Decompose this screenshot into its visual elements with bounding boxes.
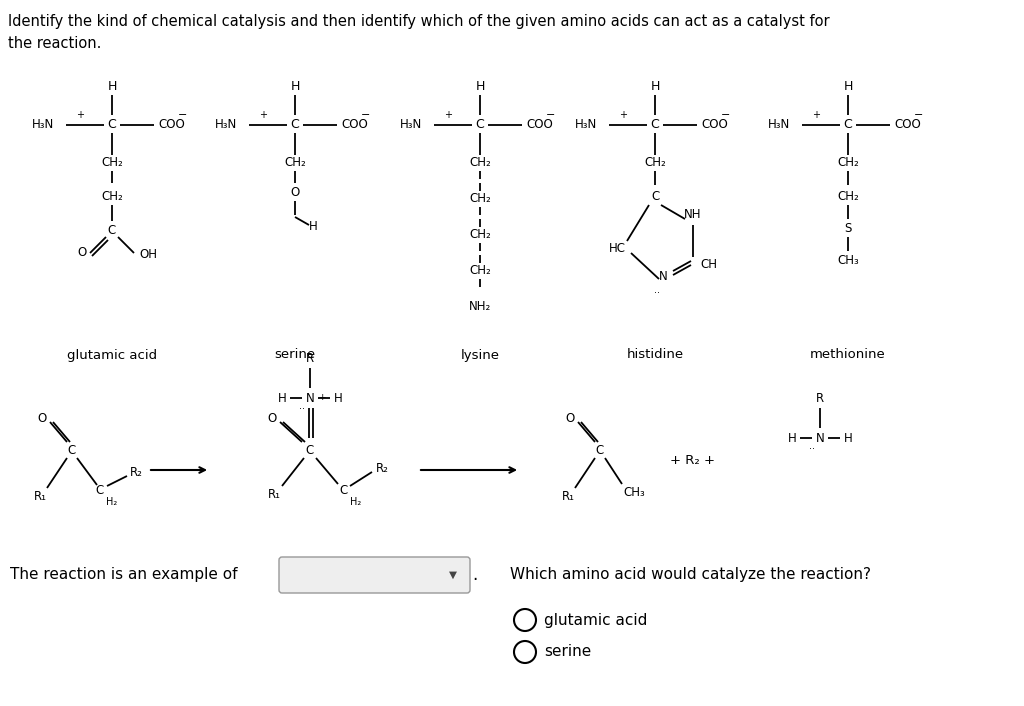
Text: ..: .. xyxy=(299,401,305,411)
Text: serine: serine xyxy=(544,645,591,659)
Text: H: H xyxy=(291,80,300,93)
Text: Which amino acid would catalyze the reaction?: Which amino acid would catalyze the reac… xyxy=(510,568,871,582)
Text: H₃N: H₃N xyxy=(768,119,790,131)
Text: CH₂: CH₂ xyxy=(838,191,859,203)
Text: +: + xyxy=(259,110,267,120)
Text: ..: .. xyxy=(654,285,660,295)
Text: H: H xyxy=(787,431,797,445)
Text: + R₂ +: + R₂ + xyxy=(670,453,715,467)
Text: N: N xyxy=(816,431,824,445)
Text: COO: COO xyxy=(894,119,921,131)
Text: H: H xyxy=(278,392,287,405)
Text: .: . xyxy=(472,566,477,584)
Text: COO: COO xyxy=(701,119,728,131)
Text: CH₂: CH₂ xyxy=(644,157,666,169)
Text: −: − xyxy=(721,110,731,120)
Text: COO: COO xyxy=(341,119,368,131)
Text: −: − xyxy=(547,110,556,120)
Text: +: + xyxy=(812,110,820,120)
Text: ..: .. xyxy=(809,441,815,451)
Text: R₁: R₁ xyxy=(267,488,281,501)
Text: H: H xyxy=(334,392,342,405)
FancyBboxPatch shape xyxy=(279,557,470,593)
Text: H: H xyxy=(844,80,853,93)
Text: CH₂: CH₂ xyxy=(469,193,490,205)
Text: CH₂: CH₂ xyxy=(101,157,123,169)
Text: C: C xyxy=(475,119,484,131)
Text: CH₂: CH₂ xyxy=(469,157,490,169)
Text: H₂: H₂ xyxy=(350,497,361,507)
Text: C: C xyxy=(108,225,116,237)
Text: C: C xyxy=(844,119,852,131)
Text: NH: NH xyxy=(684,208,701,222)
Text: C: C xyxy=(68,443,76,457)
Text: OH: OH xyxy=(139,249,157,261)
Text: HC: HC xyxy=(608,242,626,256)
Text: O: O xyxy=(291,186,300,200)
Text: R₁: R₁ xyxy=(561,489,574,503)
Text: −: − xyxy=(914,110,924,120)
Text: histidine: histidine xyxy=(627,349,684,361)
Text: R₂: R₂ xyxy=(130,465,142,479)
Text: H: H xyxy=(308,220,317,234)
Text: +: + xyxy=(318,393,326,402)
Text: NH₂: NH₂ xyxy=(469,301,492,313)
Text: COO: COO xyxy=(158,119,184,131)
Text: CH₂: CH₂ xyxy=(469,229,490,241)
Text: lysine: lysine xyxy=(461,349,500,361)
Text: CH: CH xyxy=(700,258,717,272)
Text: CH₂: CH₂ xyxy=(838,157,859,169)
Text: H: H xyxy=(108,80,117,93)
Text: +: + xyxy=(76,110,84,120)
Text: ▼: ▼ xyxy=(449,570,457,580)
Text: CH₃: CH₃ xyxy=(624,486,645,498)
Text: serine: serine xyxy=(274,349,315,361)
Text: −: − xyxy=(361,110,371,120)
Text: C: C xyxy=(340,484,348,496)
Text: CH₂: CH₂ xyxy=(101,191,123,203)
Text: R: R xyxy=(306,352,314,364)
Text: O: O xyxy=(267,412,276,424)
Text: C: C xyxy=(291,119,299,131)
Text: CH₃: CH₃ xyxy=(838,254,859,268)
Text: The reaction is an example of: The reaction is an example of xyxy=(10,568,238,582)
Text: H: H xyxy=(650,80,659,93)
Text: H: H xyxy=(475,80,484,93)
Text: COO: COO xyxy=(526,119,553,131)
Text: H₃N: H₃N xyxy=(215,119,237,131)
Text: C: C xyxy=(596,443,604,457)
Text: N: N xyxy=(305,392,314,405)
Text: O: O xyxy=(565,412,574,424)
Text: R₂: R₂ xyxy=(376,462,388,474)
Text: C: C xyxy=(651,191,659,203)
Text: H: H xyxy=(844,431,852,445)
Text: S: S xyxy=(845,222,852,236)
Text: C: C xyxy=(306,443,314,457)
Text: O: O xyxy=(37,412,47,424)
Text: H₃N: H₃N xyxy=(399,119,422,131)
Text: R₁: R₁ xyxy=(34,489,46,503)
Text: R: R xyxy=(816,392,824,405)
Text: C: C xyxy=(650,119,659,131)
Text: CH₂: CH₂ xyxy=(284,157,306,169)
Text: CH₂: CH₂ xyxy=(469,265,490,277)
Text: O: O xyxy=(78,246,87,260)
Text: Identify the kind of chemical catalysis and then identify which of the given ami: Identify the kind of chemical catalysis … xyxy=(8,14,829,52)
Text: +: + xyxy=(444,110,452,120)
Text: C: C xyxy=(108,119,117,131)
Text: H₃N: H₃N xyxy=(32,119,54,131)
Text: N: N xyxy=(658,270,668,284)
Text: H₃N: H₃N xyxy=(574,119,597,131)
Text: glutamic acid: glutamic acid xyxy=(544,613,647,628)
Text: +: + xyxy=(618,110,627,120)
Text: methionine: methionine xyxy=(810,349,886,361)
Text: −: − xyxy=(178,110,187,120)
Text: glutamic acid: glutamic acid xyxy=(67,349,157,361)
Text: C: C xyxy=(96,484,104,496)
Text: H₂: H₂ xyxy=(106,497,118,507)
